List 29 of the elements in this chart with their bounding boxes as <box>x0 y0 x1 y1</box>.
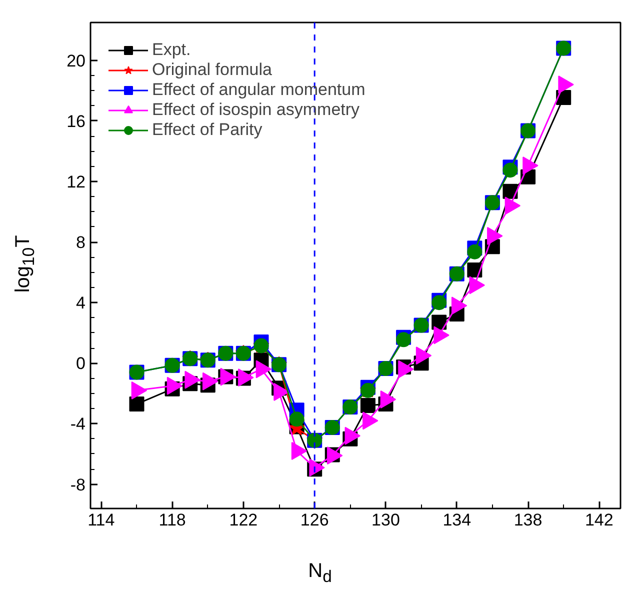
x-tick-label: 138 <box>514 510 542 530</box>
legend-label: Original formula <box>152 60 272 80</box>
point <box>467 262 482 278</box>
y-tick-label: 0 <box>76 354 86 374</box>
legend-label: Effect of Parity <box>152 120 262 140</box>
point <box>289 412 304 427</box>
legend-label: Effect of isospin asymmetry <box>152 100 360 120</box>
x-axis-title: N$_{d}$ <box>307 559 333 588</box>
point <box>129 396 144 412</box>
x-tick-label: 126 <box>300 510 329 530</box>
point <box>467 244 482 260</box>
x-tick-label: 134 <box>442 510 472 530</box>
x-tick-label: 142 <box>584 510 614 530</box>
y-tick-label: 20 <box>66 51 86 70</box>
legend-label: Effect of angular momentum <box>152 80 366 100</box>
point <box>502 184 518 199</box>
y-tick-label: 12 <box>66 172 86 192</box>
x-tick-label: 122 <box>229 510 258 530</box>
x-tick-label: 130 <box>372 510 400 530</box>
x-tick-label: 118 <box>158 510 186 530</box>
point <box>360 398 376 414</box>
y-tick-label: 4 <box>76 294 86 313</box>
point <box>502 162 518 178</box>
y-tick-label: -4 <box>70 414 86 434</box>
x-tick-label: 114 <box>88 510 115 530</box>
y-tick-label: -8 <box>70 475 86 494</box>
y-tick-label: 8 <box>76 233 86 252</box>
y-tick-label: 16 <box>66 112 86 131</box>
legend-label: Expt. <box>152 40 191 60</box>
